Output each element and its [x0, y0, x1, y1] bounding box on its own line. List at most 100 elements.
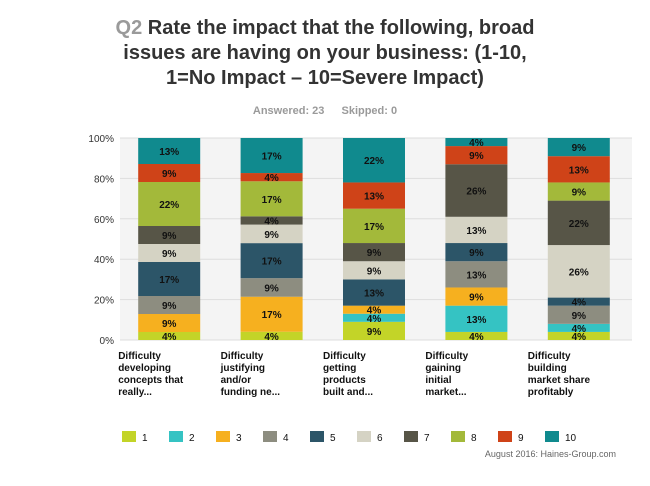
- legend-swatch: [545, 431, 559, 442]
- data-label: 4%: [572, 332, 587, 343]
- category-label: Difficulty: [118, 351, 161, 362]
- category-label: Difficulty: [425, 351, 468, 362]
- data-label: 13%: [364, 289, 384, 300]
- bar-segment: [240, 224, 303, 244]
- data-label: 13%: [466, 315, 486, 326]
- bar-segment: [343, 313, 405, 322]
- legend-swatch: [357, 431, 371, 442]
- data-label: 9%: [572, 311, 587, 322]
- data-label: 9%: [162, 231, 177, 242]
- data-label: 22%: [364, 156, 384, 167]
- bar-segment: [547, 305, 610, 324]
- data-label: 13%: [364, 192, 384, 203]
- data-label: 26%: [466, 187, 486, 198]
- category-label: gaining: [425, 363, 461, 374]
- bar-segment: [343, 305, 405, 314]
- data-label: 9%: [264, 283, 279, 294]
- data-label: 4%: [469, 332, 484, 343]
- legend-label: 2: [189, 433, 195, 444]
- title-line-3: 1=No Impact – 10=Severe Impact): [166, 67, 484, 89]
- answered-count: Answered: 23: [252, 105, 325, 117]
- bar-segment: [445, 146, 508, 165]
- data-label: 22%: [569, 219, 589, 230]
- legend-swatch: [498, 431, 512, 442]
- data-label: 26%: [569, 267, 589, 278]
- bar-segment: [343, 182, 405, 209]
- category-label: funding ne...: [221, 387, 281, 398]
- category-label: market share: [528, 375, 591, 386]
- bar-segment: [445, 243, 508, 262]
- response-stats: Answered: 23 Skipped: 0: [0, 105, 650, 117]
- legend-label: 5: [330, 433, 336, 444]
- category-label: Difficulty: [221, 351, 264, 362]
- bar-segment: [343, 279, 405, 306]
- bar-segment: [240, 181, 303, 217]
- data-label: 4%: [367, 306, 382, 317]
- bar-segment: [445, 331, 508, 340]
- data-label: 4%: [264, 332, 279, 343]
- data-label: 4%: [367, 314, 382, 325]
- data-label: 9%: [572, 188, 587, 199]
- data-label: 13%: [159, 147, 179, 158]
- data-label: 4%: [162, 332, 177, 343]
- legend-label: 1: [142, 433, 148, 444]
- data-label: 9%: [572, 143, 587, 154]
- bar-segment: [138, 244, 201, 262]
- bar-segment: [547, 138, 610, 157]
- bar-segment: [240, 138, 303, 174]
- bar-segment: [547, 331, 610, 340]
- y-tick-label: 80%: [94, 174, 114, 185]
- bar-segment: [445, 305, 508, 332]
- bar-segment: [138, 138, 201, 164]
- data-label: 9%: [162, 169, 177, 180]
- category-label: building: [528, 363, 567, 374]
- bar-segment: [547, 297, 610, 306]
- category-label: Difficulty: [323, 351, 366, 362]
- chart-title: Q2 Rate the impact that the following, b…: [60, 16, 590, 91]
- category-label: products: [323, 375, 366, 386]
- data-label: 17%: [364, 222, 384, 233]
- bar-segment: [547, 323, 610, 332]
- y-tick-label: 20%: [94, 296, 114, 307]
- bar-segment: [138, 296, 201, 314]
- bar-segment: [240, 216, 303, 225]
- data-label: 17%: [262, 310, 282, 321]
- bar-segment: [240, 243, 303, 279]
- bar-segment: [547, 182, 610, 201]
- data-label: 4%: [264, 216, 279, 227]
- bar-segment: [343, 261, 405, 280]
- y-tick-label: 40%: [94, 255, 114, 266]
- bar-segment: [343, 208, 405, 244]
- data-label: 17%: [262, 195, 282, 206]
- data-label: 9%: [162, 319, 177, 330]
- data-label: 9%: [367, 248, 382, 259]
- legend-label: 8: [471, 433, 477, 444]
- data-label: 22%: [159, 200, 179, 211]
- category-label: Difficulty: [528, 351, 571, 362]
- data-label: 4%: [469, 138, 484, 149]
- legend-label: 10: [565, 433, 577, 444]
- data-label: 9%: [469, 293, 484, 304]
- legend-swatch: [451, 431, 465, 442]
- data-label: 17%: [262, 257, 282, 268]
- bar-segment: [445, 261, 508, 288]
- data-label: 17%: [159, 275, 179, 286]
- bar-segment: [240, 296, 303, 332]
- legend-label: 3: [236, 433, 242, 444]
- bar-segment: [138, 262, 201, 296]
- legend-swatch: [216, 431, 230, 442]
- bar-segment: [445, 164, 508, 217]
- data-label: 4%: [264, 173, 279, 184]
- data-label: 9%: [469, 248, 484, 259]
- bar-segment: [547, 156, 610, 183]
- category-label: built and...: [323, 387, 373, 398]
- category-label: justifying: [220, 363, 265, 374]
- bar-segment: [445, 287, 508, 306]
- bar-segment: [547, 200, 610, 246]
- legend-label: 7: [424, 433, 430, 444]
- data-label: 4%: [572, 298, 587, 309]
- bar-segment: [138, 314, 201, 332]
- legend-swatch: [169, 431, 183, 442]
- bar-segment: [343, 243, 405, 262]
